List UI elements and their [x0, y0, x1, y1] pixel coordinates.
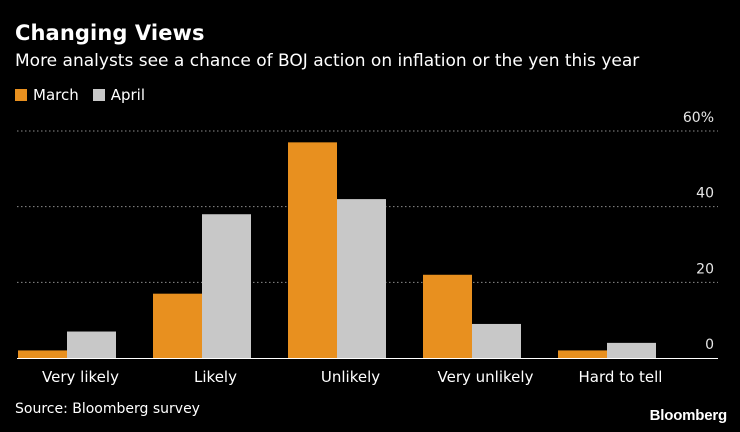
- x-tick-label: Very unlikely: [438, 368, 534, 386]
- y-tick-label: 0: [705, 337, 714, 353]
- chart-title: Changing Views: [15, 21, 205, 45]
- legend-item-april: April: [92, 86, 146, 104]
- legend: March April: [15, 86, 159, 104]
- bar-april-likely: [202, 214, 251, 358]
- legend-label-march: March: [33, 86, 79, 104]
- y-tick-label: 20: [696, 261, 714, 277]
- bar-march-likely: [153, 293, 202, 358]
- legend-label-april: April: [110, 86, 146, 104]
- legend-item-march: March: [15, 86, 79, 104]
- source-note: Source: Bloomberg survey: [15, 401, 200, 417]
- bar-april-hard-to-tell: [607, 342, 656, 358]
- bar-march-hard-to-tell: [558, 350, 607, 358]
- x-tick-label: Unlikely: [321, 368, 380, 386]
- bar-march-very-unlikely: [423, 274, 472, 358]
- legend-swatch-march: [15, 89, 27, 101]
- x-tick-label: Very likely: [42, 368, 119, 386]
- legend-swatch-april: [92, 89, 105, 101]
- y-tick-label: 40: [696, 186, 714, 202]
- x-tick-label: Likely: [194, 368, 237, 386]
- chart-subtitle: More analysts see a chance of BOJ action…: [15, 51, 640, 71]
- bar-april-unlikely: [337, 199, 386, 358]
- bar-april-very-unlikely: [472, 323, 521, 358]
- bar-march-very-likely: [18, 350, 67, 358]
- bar-march-unlikely: [288, 142, 337, 358]
- y-tick-label: 60%: [683, 110, 714, 126]
- bar-april-very-likely: [67, 331, 116, 358]
- x-tick-label: Hard to tell: [579, 368, 663, 386]
- bloomberg-logo: Bloomberg: [649, 407, 728, 424]
